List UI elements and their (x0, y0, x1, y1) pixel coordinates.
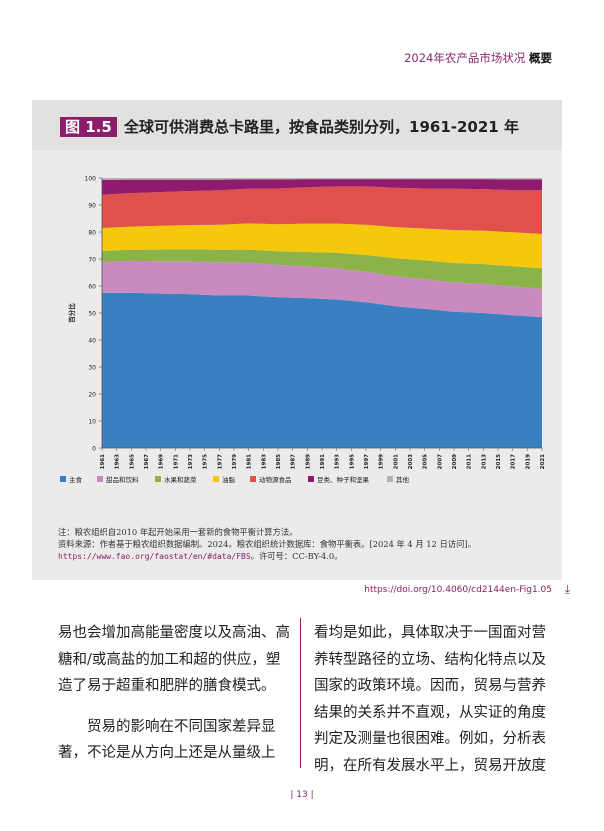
y-tick-label: 50 (88, 311, 96, 318)
x-tick-label: 1983 (261, 454, 267, 469)
legend-swatch-3 (213, 476, 219, 482)
report-title: 2024年农产品市场状况 (404, 51, 526, 65)
legend-label-1: 甜品和饮料 (106, 475, 139, 484)
x-tick-label: 2019 (525, 454, 531, 469)
area-series-1 (102, 260, 542, 318)
y-tick-label: 0 (92, 446, 96, 453)
x-tick-label: 2017 (511, 454, 517, 469)
x-tick-label: 2011 (467, 454, 473, 469)
legend-swatch-4 (250, 476, 256, 482)
y-tick-label: 20 (88, 392, 96, 399)
y-tick-label: 100 (85, 176, 97, 183)
x-tick-label: 1999 (379, 454, 385, 469)
y-axis-label: 百分比 (67, 303, 76, 323)
x-tick-label: 2007 (437, 454, 443, 469)
legend-swatch-5 (308, 476, 314, 482)
x-tick-label: 2021 (540, 454, 546, 469)
doi-link[interactable]: https://doi.org/10.4060/cd2144en-Fig1.05 (364, 585, 552, 595)
x-tick-label: 1977 (217, 454, 223, 469)
note-method: 注：粮农组织自2010 年起开始采用一套新的食物平衡计算方法。 (58, 527, 298, 537)
figure-title-bar (32, 100, 562, 150)
legend-label-2: 水果和蔬菜 (164, 475, 197, 484)
paragraph: 贸易的影响在不同国家差异显著，不论是从方向上还是从量级上 (58, 718, 276, 762)
chart: 0 10 20 30 40 50 60 70 80 90 100 百分比 1961 1963 1965 196… (60, 160, 550, 510)
legend-swatch-2 (155, 476, 161, 482)
x-tick-label: 1973 (188, 454, 194, 469)
column-divider (300, 618, 301, 768)
area-series-5 (102, 179, 542, 195)
license-note: 。许可号：CC-BY-4.0。 (250, 551, 343, 561)
area-series-4 (102, 186, 542, 234)
figure-number-badge: 图 1.5 (60, 117, 117, 137)
x-tick-label: 2005 (423, 454, 429, 469)
x-tick-label: 1981 (247, 454, 253, 469)
legend-swatch-6 (387, 476, 393, 482)
x-tick-label: 2001 (393, 454, 399, 469)
x-tick-label: 1991 (320, 454, 326, 469)
download-icon[interactable]: ⤓ (564, 582, 570, 596)
area-series-6 (102, 178, 542, 180)
x-tick-label: 1985 (276, 454, 282, 469)
x-tick-label: 1995 (349, 454, 355, 469)
y-tick-label: 90 (88, 203, 96, 210)
x-tick-label: 2015 (496, 454, 502, 469)
x-tick-label: 1963 (115, 454, 121, 469)
legend-label-3: 油脂 (222, 475, 236, 484)
area-series-2 (102, 249, 542, 289)
x-tick-label: 2009 (452, 454, 458, 469)
y-tick-label: 10 (88, 419, 96, 426)
legend-label-6: 其他 (396, 475, 410, 484)
section-title: 概要 (529, 51, 552, 65)
legend-swatch-1 (97, 476, 103, 482)
stacked-area-chart: 0 10 20 30 40 50 60 70 80 90 100 百分比 1961 1963 1965 196… (60, 176, 546, 484)
x-tick-label: 1989 (305, 454, 311, 469)
x-tick-label: 1961 (100, 454, 106, 469)
y-tick-label: 70 (88, 257, 96, 264)
y-tick-label: 80 (88, 230, 96, 237)
x-tick-label: 1979 (232, 454, 238, 469)
running-header: 2024年农产品市场状况 概要 (404, 50, 552, 66)
legend-label-5: 豆类、种子和坚果 (317, 475, 370, 484)
x-tick-label: 1965 (129, 454, 135, 469)
figure-title: 全球可供消费总卡路里，按食品类别分列，1961-2021 年 (124, 118, 519, 136)
legend-label-0: 主食 (69, 475, 83, 484)
y-tick-label: 60 (88, 284, 96, 291)
y-tick-label: 30 (88, 365, 96, 372)
x-tick-label: 2013 (481, 454, 487, 469)
area-series-0 (102, 292, 542, 448)
x-tick-label: 1975 (203, 454, 209, 469)
source-link[interactable]: https://www.fao.org/faostat/en/#data/FBS (58, 552, 251, 561)
x-tick-label: 1967 (144, 454, 150, 469)
paragraph: 看均是如此，具体取决于一国面对营养转型路径的立场、结构化特点以及国家的政策环境。… (314, 625, 546, 774)
x-tick-label: 1971 (173, 454, 179, 469)
x-tick-label: 1997 (364, 454, 370, 469)
body-column-right: 看均是如此，具体取决于一国面对营养转型路径的立场、结构化特点以及国家的政策环境。… (314, 620, 550, 779)
note-source: 资料来源：作者基于粮农组织数据编制。2024。粮农组织统计数据库：食物平衡表。[… (58, 539, 476, 549)
x-tick-label: 2003 (408, 454, 414, 469)
page-number: | 13 | (290, 790, 314, 800)
paragraph: 易也会增加高能量密度以及高油、高糖和/或高盐的加工和超的供应，塑造了易于超重和肥… (58, 625, 290, 694)
y-tick-label: 40 (88, 338, 96, 345)
legend-swatch-0 (60, 476, 66, 482)
x-tick-label: 1969 (159, 454, 165, 469)
body-column-left: 易也会增加高能量密度以及高油、高糖和/或高盐的加工和超的供应，塑造了易于超重和肥… (58, 620, 294, 767)
area-series-3 (102, 223, 542, 269)
x-tick-label: 1993 (335, 454, 341, 469)
figure-notes: 注：粮农组织自2010 年起开始采用一套新的食物平衡计算方法。 资料来源：作者基… (58, 526, 548, 563)
x-tick-label: 1987 (291, 454, 297, 469)
legend-label-4: 动物源食品 (259, 475, 292, 484)
